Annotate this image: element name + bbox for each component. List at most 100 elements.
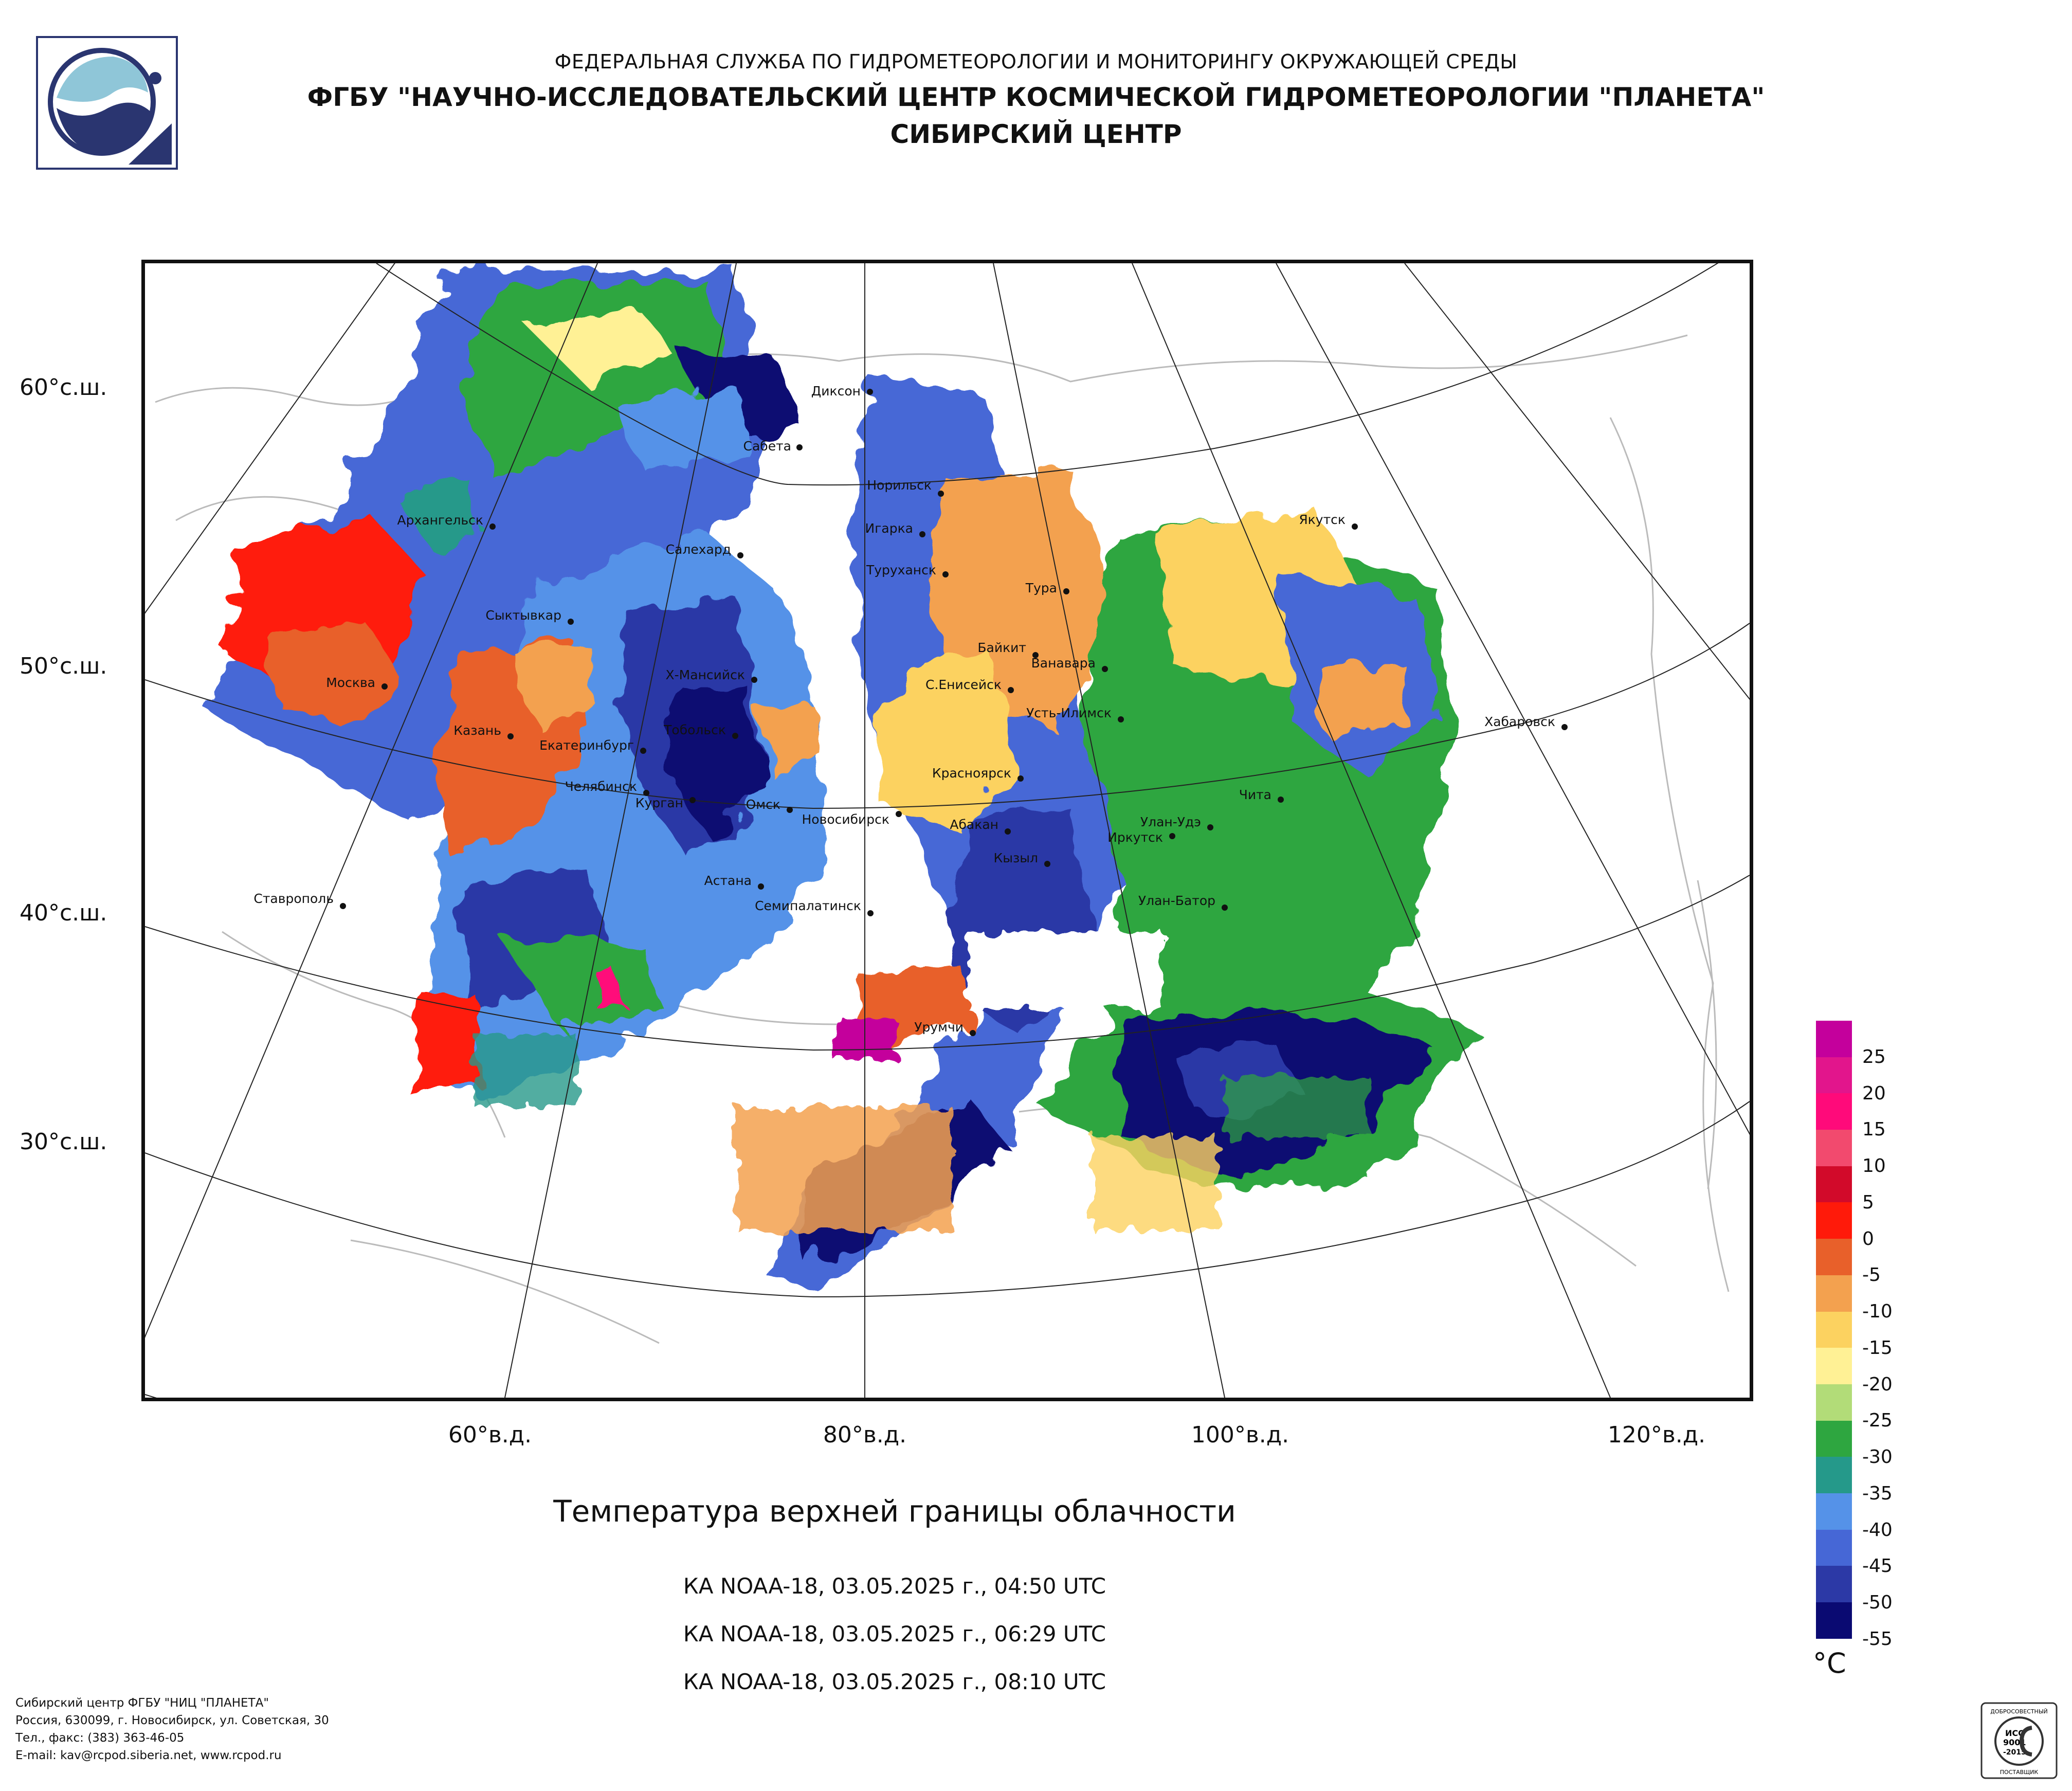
city-sabeta: Сабета bbox=[743, 439, 803, 454]
svg-text:Иркутск: Иркутск bbox=[1107, 830, 1163, 845]
legend-swatch bbox=[1816, 1057, 1852, 1094]
city-tura: Тура bbox=[1025, 581, 1069, 595]
legend-tick: 5 bbox=[1862, 1192, 1874, 1213]
city-norilsk: Норильск bbox=[867, 478, 944, 497]
svg-text:Казань: Казань bbox=[453, 723, 501, 738]
svg-text:Норильск: Норильск bbox=[867, 478, 932, 493]
svg-text:Сыктывкар: Сыктывкар bbox=[485, 608, 561, 623]
legend-swatch bbox=[1816, 1166, 1852, 1203]
pass-caption: КА NOAA-18, 03.05.2025 г., 08:10 UTC bbox=[683, 1669, 1106, 1694]
city-salekhard: Салехард bbox=[666, 542, 743, 558]
svg-text:-2015: -2015 bbox=[2003, 1748, 2026, 1757]
legend-swatch bbox=[1816, 1130, 1852, 1166]
svg-text:Омск: Омск bbox=[746, 797, 780, 812]
lon-label-60: 60°в.д. bbox=[448, 1422, 532, 1448]
city-arkhangelsk: Архангельск bbox=[397, 513, 496, 530]
svg-text:Москва: Москва bbox=[326, 675, 375, 690]
footer-email: E-mail: kav@rcpod.siberia.net, www.rcpod… bbox=[15, 1749, 282, 1762]
legend-swatch bbox=[1816, 1602, 1852, 1639]
legend-swatch bbox=[1816, 1457, 1852, 1493]
city-omsk: Омск bbox=[746, 797, 793, 813]
legend-tick: -5 bbox=[1862, 1264, 1881, 1286]
legend-tick: 20 bbox=[1862, 1083, 1886, 1104]
svg-text:Астана: Астана bbox=[704, 873, 752, 888]
legend-tick: -35 bbox=[1862, 1483, 1893, 1504]
legend-swatch bbox=[1816, 1239, 1852, 1275]
legend-tick: 15 bbox=[1862, 1119, 1886, 1140]
legend-swatch bbox=[1816, 1493, 1852, 1530]
legend-tick: -45 bbox=[1862, 1555, 1893, 1577]
svg-text:Новосибирск: Новосибирск bbox=[802, 812, 890, 827]
svg-text:Байкит: Байкит bbox=[977, 640, 1026, 655]
city-turukhansk: Туруханск bbox=[866, 563, 949, 577]
legend-tick: -25 bbox=[1862, 1410, 1893, 1431]
svg-text:Ванавара: Ванавара bbox=[1031, 656, 1096, 671]
header-institute: ФГБУ "НАУЧНО-ИССЛЕДОВАТЕЛЬСКИЙ ЦЕНТР КОС… bbox=[307, 82, 1765, 112]
svg-text:Тура: Тура bbox=[1025, 581, 1057, 595]
city-chelyabinsk: Челябинск bbox=[565, 779, 649, 796]
legend-swatch bbox=[1816, 1093, 1852, 1130]
legend-tick: -10 bbox=[1862, 1301, 1893, 1322]
svg-text:Усть-Илимск: Усть-Илимск bbox=[1026, 705, 1112, 720]
map-canvas: Диксон Сабета Норильск Игарка Салехард А… bbox=[145, 263, 1750, 1398]
header-center: СИБИРСКИЙ ЦЕНТР bbox=[890, 119, 1182, 149]
footer-org: Сибирский центр ФГБУ "НИЦ "ПЛАНЕТА" bbox=[15, 1696, 269, 1710]
svg-text:Екатеринбург: Екатеринбург bbox=[539, 738, 634, 753]
city-novosibirsk: Новосибирск bbox=[802, 811, 902, 827]
city-khabarovsk: Хабаровск bbox=[1484, 714, 1568, 730]
city-baikit: Байкит bbox=[977, 640, 1039, 658]
svg-text:Семипалатинск: Семипалатинск bbox=[755, 898, 861, 913]
pass-caption: КА NOAA-18, 03.05.2025 г., 04:50 UTC bbox=[683, 1573, 1106, 1599]
city-kazan: Казань bbox=[453, 723, 514, 739]
lat-label-60: 60°с.ш. bbox=[20, 374, 107, 401]
legend-unit: °C bbox=[1813, 1647, 1846, 1679]
legend-swatch bbox=[1816, 1348, 1852, 1384]
svg-text:Улан-Батор: Улан-Батор bbox=[1138, 893, 1215, 908]
header-agency: ФЕДЕРАЛЬНАЯ СЛУЖБА ПО ГИДРОМЕТЕОРОЛОГИИ … bbox=[554, 50, 1518, 73]
svg-text:Улан-Удэ: Улан-Удэ bbox=[1140, 815, 1201, 829]
lat-label-50: 50°с.ш. bbox=[20, 653, 107, 679]
svg-text:Кызыл: Кызыл bbox=[994, 851, 1039, 865]
svg-text:Курган: Курган bbox=[635, 795, 683, 810]
svg-text:ПОСТАВЩИК: ПОСТАВЩИК bbox=[2000, 1769, 2039, 1776]
city-s-yeniseysk: С.Енисейск bbox=[925, 677, 1014, 693]
city-ust-ilimsk: Усть-Илимск bbox=[1026, 705, 1124, 722]
iso-badge: ДОБРОСОВЕСТНЫЙ ИСО 9001 -2015 ПОСТАВЩИК bbox=[1980, 1702, 2058, 1779]
city-vanavara: Ванавара bbox=[1031, 656, 1108, 672]
city-semipalatinsk: Семипалатинск bbox=[755, 898, 874, 916]
legend-tick: -15 bbox=[1862, 1337, 1893, 1359]
city-ulan-bator: Улан-Батор bbox=[1138, 893, 1228, 911]
city-astana: Астана bbox=[704, 873, 764, 890]
svg-text:С.Енисейск: С.Енисейск bbox=[925, 677, 1002, 692]
map-title: Температура верхней границы облачности bbox=[553, 1494, 1236, 1529]
city-krasnoyarsk: Красноярск bbox=[932, 766, 1024, 782]
city-markers: Диксон Сабета Норильск Игарка Салехард А… bbox=[253, 384, 1568, 1036]
svg-text:ДОБРОСОВЕСТНЫЙ: ДОБРОСОВЕСТНЫЙ bbox=[1990, 1708, 2048, 1715]
footer-phone: Тел., факс: (383) 363-46-05 bbox=[15, 1731, 185, 1745]
legend-tick: 0 bbox=[1862, 1228, 1874, 1250]
graticule bbox=[145, 263, 1750, 1398]
city-urumqi: Урумчи bbox=[914, 1020, 976, 1036]
legend-tick: 25 bbox=[1862, 1046, 1886, 1068]
lon-label-80: 80°в.д. bbox=[823, 1422, 907, 1448]
svg-text:Красноярск: Красноярск bbox=[932, 766, 1011, 781]
svg-text:Ставрополь: Ставрополь bbox=[253, 891, 334, 906]
legend-tick: -20 bbox=[1862, 1374, 1893, 1395]
pass-caption: КА NOAA-18, 03.05.2025 г., 06:29 UTC bbox=[683, 1621, 1106, 1647]
svg-text:Урумчи: Урумчи bbox=[914, 1020, 964, 1035]
city-ulan-ude: Улан-Удэ bbox=[1140, 815, 1213, 830]
temperature-legend bbox=[1816, 1021, 1852, 1639]
legend-swatch bbox=[1816, 1420, 1852, 1457]
svg-text:Туруханск: Туруханск bbox=[866, 563, 936, 577]
lat-label-30: 30°с.ш. bbox=[20, 1129, 107, 1155]
city-igarka: Игарка bbox=[865, 521, 925, 537]
legend-swatch bbox=[1816, 1566, 1852, 1602]
lon-label-120: 120°в.д. bbox=[1607, 1422, 1706, 1448]
city-abakan: Абакан bbox=[950, 817, 1011, 835]
city-chita: Чита bbox=[1239, 787, 1284, 803]
svg-text:Салехард: Салехард bbox=[666, 542, 731, 557]
svg-text:Х-Мансийск: Х-Мансийск bbox=[666, 667, 745, 682]
legend-tick: -55 bbox=[1862, 1629, 1893, 1650]
satellite-map[interactable]: Диксон Сабета Норильск Игарка Салехард А… bbox=[141, 260, 1753, 1401]
footer-contacts: Сибирский центр ФГБУ "НИЦ "ПЛАНЕТА" Росс… bbox=[15, 1694, 329, 1764]
